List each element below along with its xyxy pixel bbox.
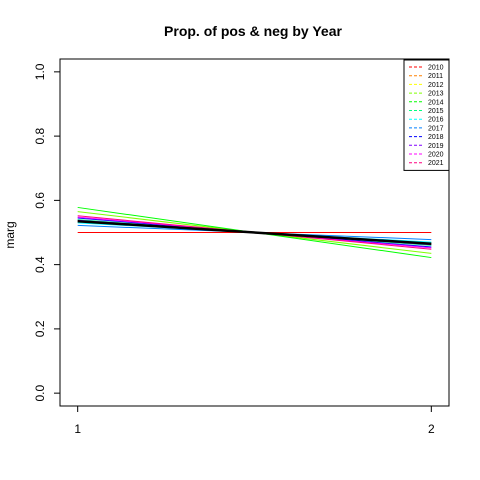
legend-label-2010: 2010 (428, 65, 444, 72)
legend-label-2020: 2020 (428, 152, 444, 159)
legend-label-2012: 2012 (428, 82, 444, 89)
legend-label-2016: 2016 (428, 117, 444, 124)
x-tick-label: 2 (428, 422, 435, 436)
legend-label-2014: 2014 (428, 99, 444, 106)
y-tick-label: 1.0 (33, 63, 47, 80)
x-tick-label: 1 (74, 422, 81, 436)
legend-label-2013: 2013 (428, 91, 444, 98)
y-tick-label: 0.4 (33, 256, 47, 273)
legend-label-2015: 2015 (428, 108, 444, 115)
legend-label-2021: 2021 (428, 160, 444, 167)
series-layer (77, 206, 432, 259)
y-tick-label: 0.6 (33, 192, 47, 209)
chart-title: Prop. of pos & neg by Year (164, 23, 342, 39)
y-tick-label: 0.8 (33, 127, 47, 144)
y-tick-label: 0.0 (33, 384, 47, 401)
y-tick-label: 0.2 (33, 320, 47, 337)
y-axis: 0.0 0.2 0.4 0.6 0.8 1.0 (33, 63, 60, 401)
legend-label-2018: 2018 (428, 134, 444, 141)
legend-label-2019: 2019 (428, 143, 444, 150)
y-axis-label: marg (3, 221, 17, 248)
reference-line (77, 220, 432, 245)
legend-box (403, 59, 450, 171)
legend-label-2011: 2011 (428, 73, 443, 80)
legend-label-2017: 2017 (428, 125, 444, 132)
